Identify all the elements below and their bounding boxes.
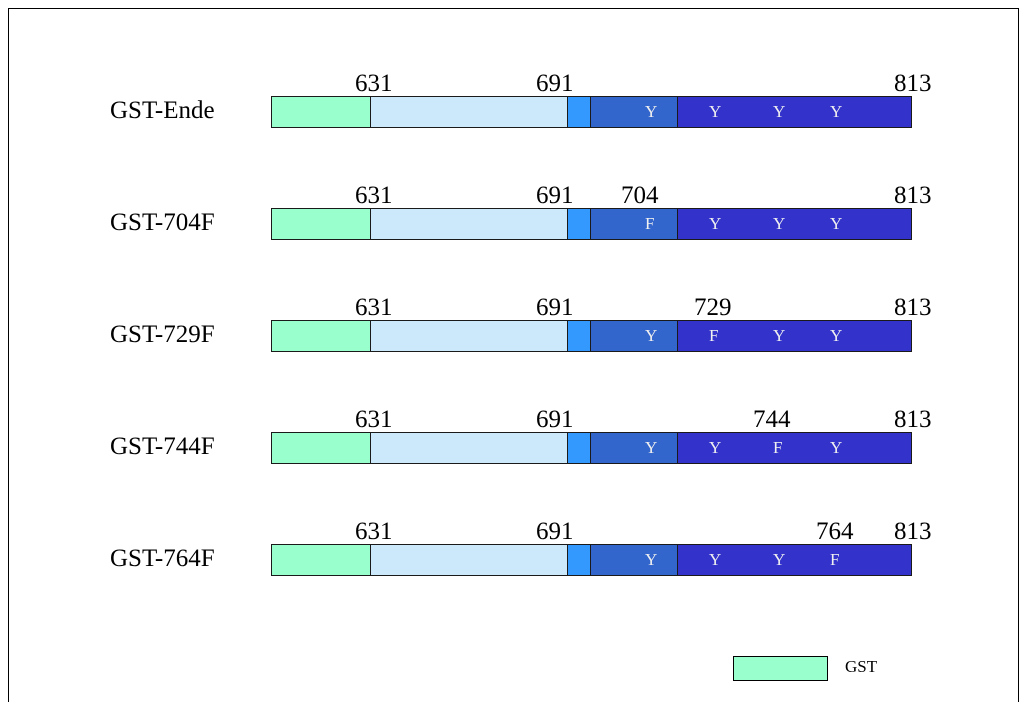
segment-631-691	[370, 432, 568, 464]
construct-name: GST-Ende	[110, 97, 215, 124]
site-744: Y	[773, 326, 786, 345]
construct-row: 631 691 729 813 GST-729F Y F Y Y	[0, 294, 1021, 374]
segment-704	[590, 208, 678, 240]
segment-c-terminal	[677, 208, 912, 240]
gst-segment	[271, 432, 371, 464]
segment-704	[590, 320, 678, 352]
tick-813: 813	[894, 182, 932, 209]
site-744: Y	[773, 102, 786, 121]
domain-bar: Y F Y Y	[271, 320, 912, 352]
segment-linker	[567, 96, 591, 128]
segment-linker	[567, 208, 591, 240]
mutation-position-label: 764	[816, 518, 854, 545]
tick-631: 631	[355, 518, 393, 545]
construct-name: GST-764F	[110, 545, 215, 572]
site-764: Y	[830, 102, 843, 121]
site-729: Y	[709, 550, 722, 569]
segment-631-691	[370, 544, 568, 576]
gst-segment	[271, 320, 371, 352]
tick-813: 813	[894, 294, 932, 321]
construct-row: 631 691 764 813 GST-764F Y Y Y F	[0, 518, 1021, 598]
segment-631-691	[370, 96, 568, 128]
segment-linker	[567, 320, 591, 352]
site-764: Y	[830, 214, 843, 233]
tick-691: 691	[536, 182, 574, 209]
segment-631-691	[370, 320, 568, 352]
site-744: Y	[773, 214, 786, 233]
site-704: Y	[645, 102, 658, 121]
site-729: Y	[709, 102, 722, 121]
site-704: F	[645, 214, 655, 233]
gst-segment	[271, 544, 371, 576]
tick-631: 631	[355, 70, 393, 97]
segment-c-terminal	[677, 96, 912, 128]
segment-c-terminal	[677, 320, 912, 352]
tick-813: 813	[894, 518, 932, 545]
domain-bar: F Y Y Y	[271, 208, 912, 240]
site-704: Y	[645, 326, 658, 345]
legend-swatch-gst	[733, 656, 828, 681]
site-704: Y	[645, 550, 658, 569]
mutation-position-label: 729	[694, 294, 732, 321]
figure-frame	[8, 8, 1019, 702]
site-764: F	[830, 550, 840, 569]
segment-linker	[567, 544, 591, 576]
segment-704	[590, 544, 678, 576]
domain-bar: Y Y F Y	[271, 432, 912, 464]
segment-631-691	[370, 208, 568, 240]
site-704: Y	[645, 438, 658, 457]
tick-691: 691	[536, 294, 574, 321]
legend-label-gst: GST	[845, 657, 878, 676]
construct-row: 631 691 744 813 GST-744F Y Y F Y	[0, 406, 1021, 486]
tick-813: 813	[894, 406, 932, 433]
site-744: F	[773, 438, 783, 457]
mutation-position-label: 704	[621, 182, 659, 209]
domain-bar: Y Y Y F	[271, 544, 912, 576]
tick-691: 691	[536, 70, 574, 97]
construct-name: GST-729F	[110, 321, 215, 348]
construct-name: GST-704F	[110, 209, 215, 236]
domain-bar: Y Y Y Y	[271, 96, 912, 128]
site-744: Y	[773, 550, 786, 569]
tick-631: 631	[355, 294, 393, 321]
tick-813: 813	[894, 70, 932, 97]
tick-631: 631	[355, 406, 393, 433]
mutation-position-label: 744	[753, 406, 791, 433]
construct-row: 631 691 704 813 GST-704F F Y Y Y	[0, 182, 1021, 262]
segment-c-terminal	[677, 432, 912, 464]
site-764: Y	[830, 438, 843, 457]
segment-c-terminal	[677, 544, 912, 576]
construct-row: 631 691 813 GST-Ende Y Y Y Y	[0, 70, 1021, 150]
segment-linker	[567, 432, 591, 464]
site-729: F	[709, 326, 719, 345]
segment-704	[590, 96, 678, 128]
tick-631: 631	[355, 182, 393, 209]
site-764: Y	[830, 326, 843, 345]
tick-691: 691	[536, 406, 574, 433]
site-729: Y	[709, 438, 722, 457]
segment-704	[590, 432, 678, 464]
gst-segment	[271, 208, 371, 240]
gst-segment	[271, 96, 371, 128]
tick-691: 691	[536, 518, 574, 545]
site-729: Y	[709, 214, 722, 233]
construct-name: GST-744F	[110, 433, 215, 460]
